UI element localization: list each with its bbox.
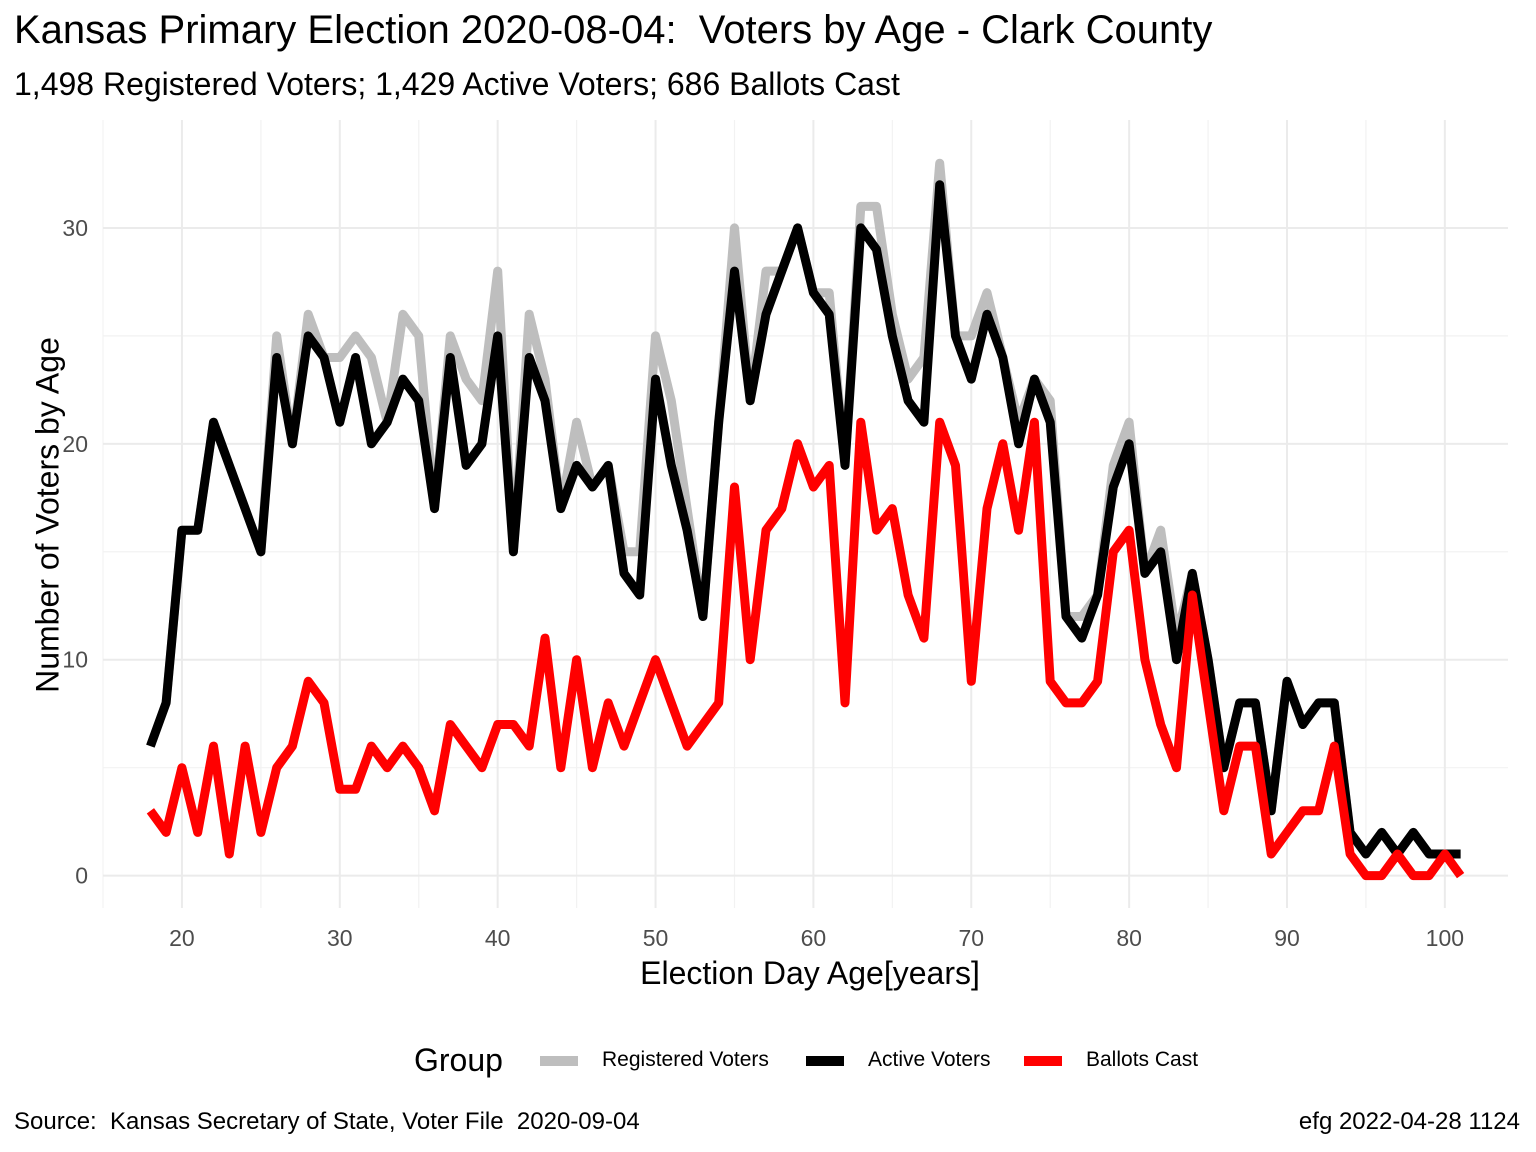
x-tick-label: 50: [643, 925, 669, 951]
y-tick-label: 20: [62, 431, 88, 457]
series-lines: [146, 158, 1465, 881]
legend-key-ballots: [1024, 1056, 1062, 1066]
series-line-ballots-cast: [146, 417, 1465, 881]
x-tick-label: 80: [1116, 925, 1142, 951]
x-tick-label: 20: [169, 925, 195, 951]
x-axis-title: Election Day Age[years]: [640, 955, 980, 991]
x-tick-label: 90: [1274, 925, 1300, 951]
x-tick-label: 40: [485, 925, 511, 951]
y-tick-label: 0: [75, 863, 88, 889]
x-axis-ticks: 20 30 40 50 60 70 80 90 100: [169, 925, 1464, 951]
y-tick-label: 10: [62, 647, 88, 673]
legend: Group Registered Voters Active Voters Ba…: [0, 1040, 1536, 1084]
source-caption: Source: Kansas Secretary of State, Voter…: [14, 1108, 640, 1135]
x-tick-label: 30: [327, 925, 353, 951]
grid-lines: [102, 120, 1508, 908]
legend-label-ballots: Ballots Cast: [1086, 1048, 1199, 1071]
author-caption: efg 2022-04-28 1124: [1298, 1108, 1520, 1135]
legend-label-registered: Registered Voters: [602, 1048, 769, 1071]
legend-title: Group: [414, 1042, 503, 1078]
legend-label-active: Active Voters: [868, 1048, 991, 1071]
x-tick-label: 100: [1426, 925, 1464, 951]
series-line-active-voters: [146, 180, 1461, 859]
legend-key-active: [806, 1056, 844, 1066]
y-axis-title: Number of Voters by Age: [29, 337, 66, 693]
y-axis-ticks: 0 10 20 30: [62, 215, 88, 889]
legend-key-registered: [540, 1056, 578, 1066]
x-tick-label: 70: [958, 925, 984, 951]
chart-title: Kansas Primary Election 2020-08-04: Vote…: [14, 8, 1213, 52]
y-tick-label: 30: [62, 215, 88, 241]
chart-subtitle: 1,498 Registered Voters; 1,429 Active Vo…: [14, 66, 900, 102]
x-tick-label: 60: [801, 925, 827, 951]
